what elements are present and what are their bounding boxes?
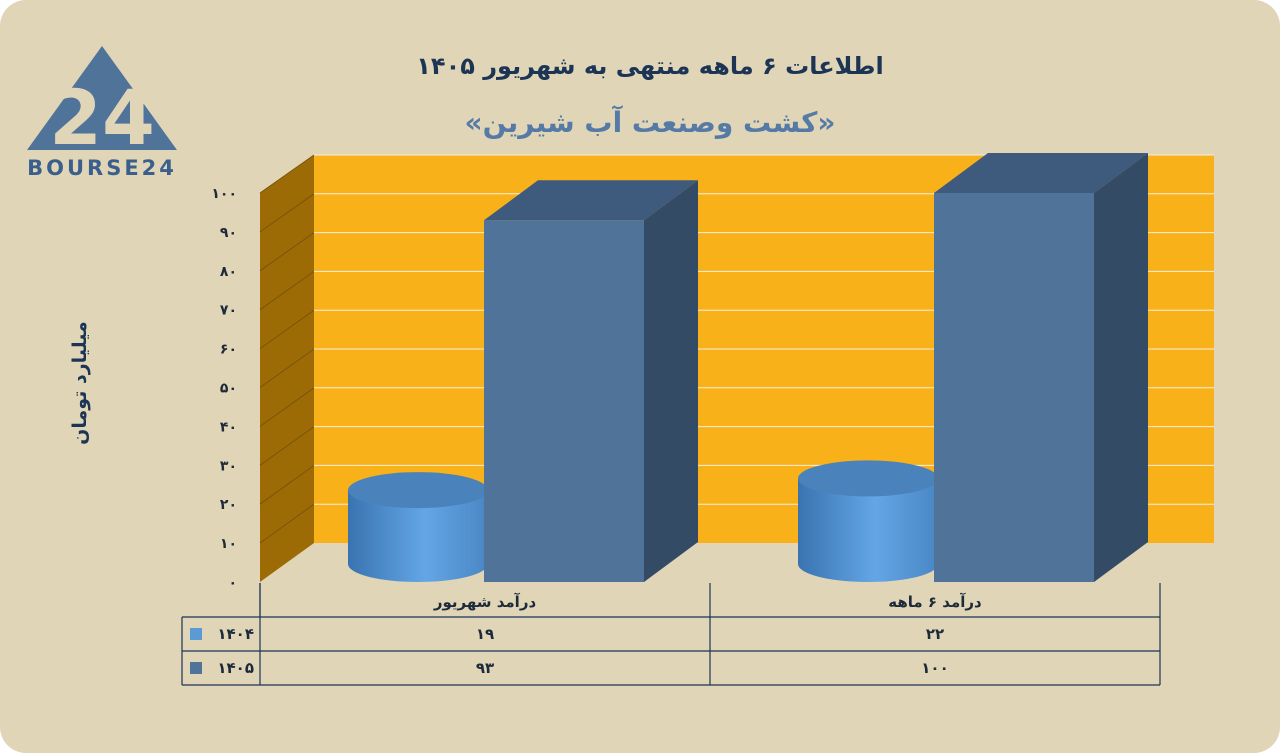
- data-label: ۲۲: [926, 625, 944, 643]
- chart-title: اطلاعات ۶ ماهه منتهی به شهریور ۱۴۰۵: [416, 52, 884, 80]
- y-tick-label: ۰: [228, 575, 237, 591]
- y-tick-label: ۲۰: [220, 497, 237, 513]
- y-tick-label: ۴۰: [220, 419, 237, 435]
- legend-label: ۱۴۰۵: [217, 659, 254, 677]
- gridline-side: [259, 387, 315, 427]
- gridline-side: [259, 270, 315, 311]
- gridline-side: [259, 193, 315, 233]
- bar-1404: [798, 460, 938, 582]
- gridline-side: [259, 348, 315, 388]
- gridline-side: [259, 426, 315, 466]
- legend-swatch: [190, 628, 202, 640]
- y-tick-label: ۱۰: [220, 536, 237, 552]
- gridline-side: [259, 503, 315, 544]
- logo-text: BOURSE24: [27, 156, 177, 180]
- y-tick-label: ۱۰۰: [211, 186, 237, 202]
- y-axis-ticks: ۰ ۱۰ ۲۰ ۳۰ ۴۰ ۵۰ ۶۰ ۷۰ ۸۰ ۹۰ ۱۰۰: [211, 186, 237, 591]
- x-category-label: درآمد ۶ ماهه: [888, 593, 982, 611]
- bar-1405: [934, 153, 1148, 582]
- bar-1405: [484, 180, 698, 583]
- y-tick-label: ۵۰: [220, 381, 237, 397]
- data-label: ۱۹: [476, 625, 494, 643]
- logo-mark: 24: [49, 73, 155, 162]
- bars: [348, 153, 1148, 583]
- x-category-label: درآمد شهریور: [433, 593, 537, 611]
- y-tick-label: ۸۰: [220, 264, 237, 280]
- legend-swatch: [190, 662, 202, 674]
- gridline-side: [259, 464, 315, 505]
- y-tick-label: ۹۰: [220, 225, 237, 241]
- y-tick-label: ۶۰: [220, 342, 237, 358]
- bourse24-logo: 24: [27, 46, 177, 162]
- gridline-side: [259, 232, 315, 272]
- data-label: ۹۳: [476, 659, 494, 677]
- data-table: درآمد شهریور درآمد ۶ ماهه ۱۴۰۴ ۱۹ ۲۲ ۱۴۰۵ ۹۳ ۱۰…: [181, 583, 1161, 686]
- chart-subtitle: «کشت وصنعت آب شیرین»: [464, 106, 836, 139]
- y-tick-label: ۷۰: [220, 303, 237, 319]
- gridline-side: [259, 309, 315, 350]
- y-tick-label: ۳۰: [220, 458, 237, 474]
- bar-1404: [348, 472, 488, 582]
- gridline-side: [259, 154, 315, 194]
- legend-label: ۱۴۰۴: [217, 625, 254, 643]
- data-label: ۱۰۰: [921, 659, 948, 677]
